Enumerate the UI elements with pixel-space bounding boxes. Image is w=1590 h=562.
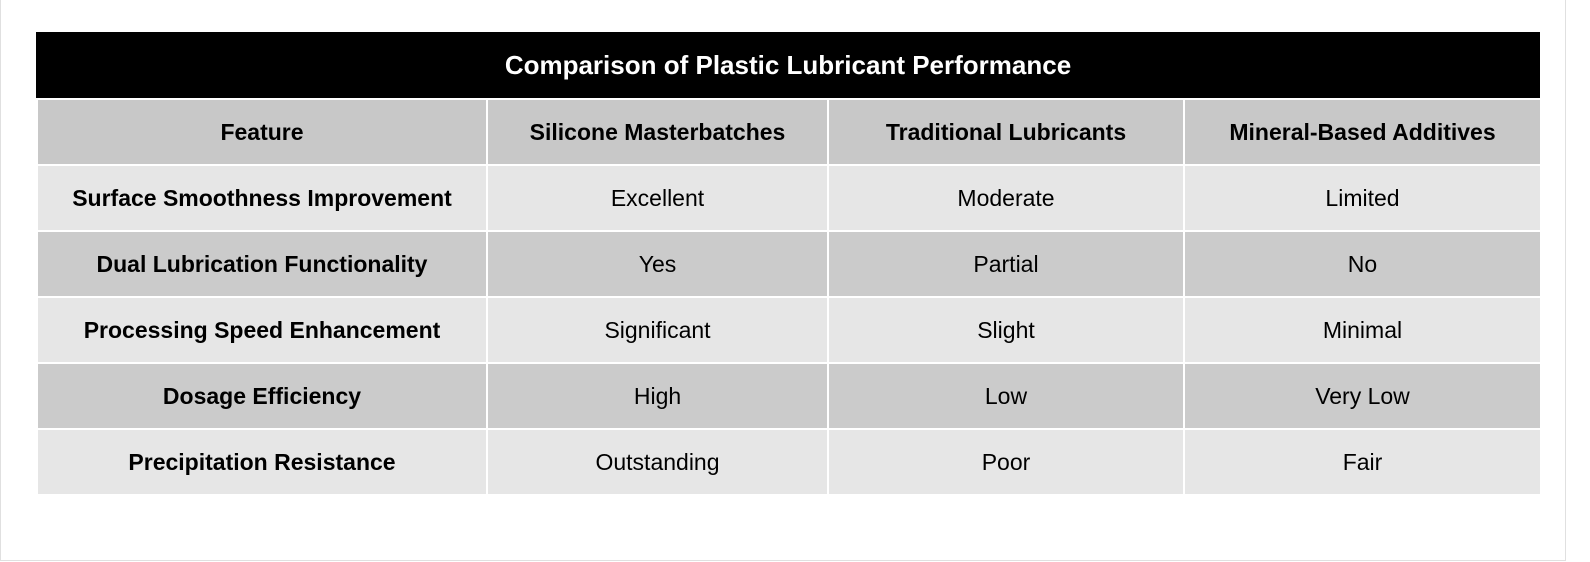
comparison-table-container: Comparison of Plastic Lubricant Performa… bbox=[36, 32, 1542, 496]
table-header-row: Feature Silicone Masterbatches Tradition… bbox=[36, 98, 1542, 166]
table-cell: Partial bbox=[827, 230, 1185, 298]
table-cell: Excellent bbox=[486, 164, 829, 232]
column-header: Silicone Masterbatches bbox=[486, 98, 829, 166]
feature-cell: Precipitation Resistance bbox=[36, 428, 488, 496]
table-cell: Minimal bbox=[1183, 296, 1542, 364]
feature-cell: Dual Lubrication Functionality bbox=[36, 230, 488, 298]
feature-cell: Processing Speed Enhancement bbox=[36, 296, 488, 364]
table-cell: Significant bbox=[486, 296, 829, 364]
table-cell: Very Low bbox=[1183, 362, 1542, 430]
column-header: Traditional Lubricants bbox=[827, 98, 1185, 166]
table-row: Precipitation Resistance Outstanding Poo… bbox=[36, 428, 1542, 496]
column-header: Mineral-Based Additives bbox=[1183, 98, 1542, 166]
table-cell: Slight bbox=[827, 296, 1185, 364]
feature-cell: Surface Smoothness Improvement bbox=[36, 164, 488, 232]
table-cell: Low bbox=[827, 362, 1185, 430]
table-row: Dosage Efficiency High Low Very Low bbox=[36, 362, 1542, 430]
table-row: Dual Lubrication Functionality Yes Parti… bbox=[36, 230, 1542, 298]
table-cell: Fair bbox=[1183, 428, 1542, 496]
table-cell: Poor bbox=[827, 428, 1185, 496]
table-cell: Outstanding bbox=[486, 428, 829, 496]
table-cell: Moderate bbox=[827, 164, 1185, 232]
table-row: Surface Smoothness Improvement Excellent… bbox=[36, 164, 1542, 232]
table-cell: Limited bbox=[1183, 164, 1542, 232]
comparison-table: Feature Silicone Masterbatches Tradition… bbox=[36, 98, 1542, 496]
feature-cell: Dosage Efficiency bbox=[36, 362, 488, 430]
table-row: Processing Speed Enhancement Significant… bbox=[36, 296, 1542, 364]
column-header: Feature bbox=[36, 98, 488, 166]
table-title: Comparison of Plastic Lubricant Performa… bbox=[36, 32, 1540, 98]
table-cell: High bbox=[486, 362, 829, 430]
table-cell: No bbox=[1183, 230, 1542, 298]
table-cell: Yes bbox=[486, 230, 829, 298]
